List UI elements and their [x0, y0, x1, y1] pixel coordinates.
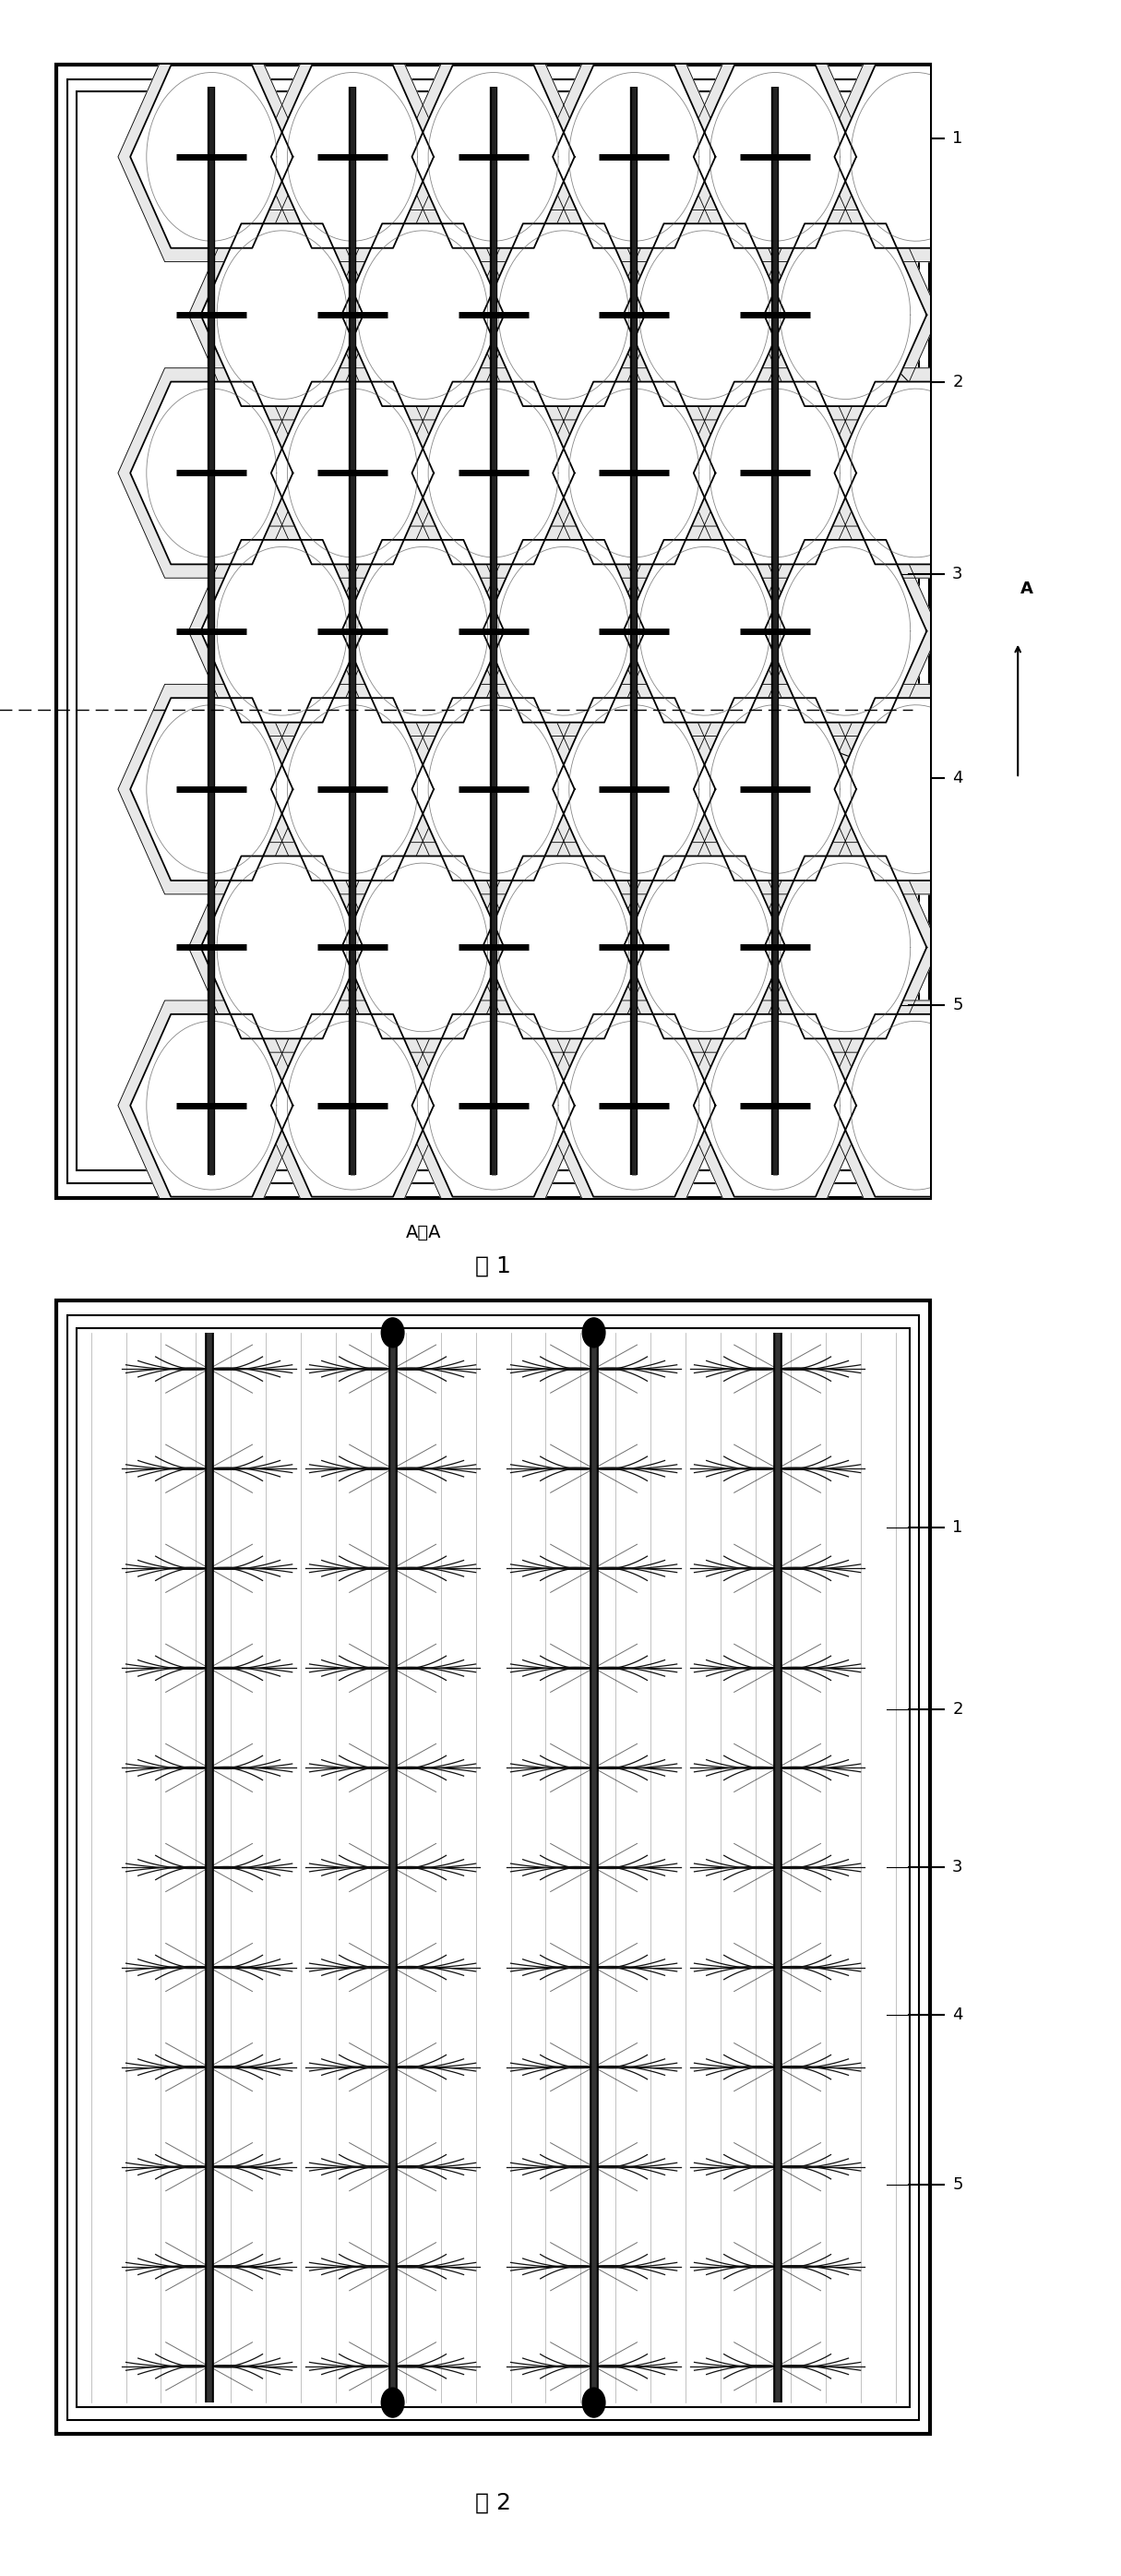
Polygon shape — [752, 842, 939, 1054]
Text: 5: 5 — [952, 2177, 963, 2192]
Polygon shape — [553, 1015, 715, 1198]
Polygon shape — [188, 842, 376, 1054]
Polygon shape — [400, 368, 586, 577]
Polygon shape — [834, 1015, 997, 1198]
Text: A: A — [1020, 580, 1034, 598]
Text: 2: 2 — [952, 1700, 963, 1718]
Polygon shape — [752, 209, 939, 420]
Polygon shape — [553, 698, 715, 881]
Polygon shape — [540, 52, 728, 263]
Circle shape — [583, 1319, 605, 1347]
Polygon shape — [330, 209, 517, 420]
Polygon shape — [259, 999, 446, 1211]
Polygon shape — [553, 64, 715, 247]
Polygon shape — [400, 999, 586, 1211]
Polygon shape — [765, 541, 927, 721]
Polygon shape — [694, 381, 856, 564]
Polygon shape — [259, 52, 446, 263]
Polygon shape — [411, 698, 575, 881]
Polygon shape — [470, 209, 657, 420]
Polygon shape — [342, 855, 504, 1038]
Polygon shape — [201, 224, 363, 407]
Polygon shape — [553, 381, 715, 564]
Polygon shape — [400, 52, 586, 263]
Polygon shape — [118, 368, 305, 577]
Polygon shape — [611, 526, 798, 737]
Text: 5: 5 — [952, 997, 963, 1012]
Polygon shape — [834, 64, 997, 247]
Polygon shape — [411, 64, 575, 247]
Polygon shape — [271, 64, 434, 247]
Circle shape — [583, 2388, 605, 2416]
Polygon shape — [765, 855, 927, 1038]
Text: A－A: A－A — [406, 1224, 441, 1242]
Polygon shape — [118, 685, 305, 894]
Polygon shape — [130, 64, 293, 247]
Polygon shape — [330, 526, 517, 737]
Polygon shape — [611, 209, 798, 420]
Polygon shape — [330, 842, 517, 1054]
Circle shape — [381, 2388, 404, 2416]
Circle shape — [381, 1319, 404, 1347]
Polygon shape — [823, 685, 1009, 894]
Polygon shape — [682, 999, 869, 1211]
Text: 3: 3 — [952, 567, 963, 582]
Polygon shape — [482, 224, 645, 407]
Text: 4: 4 — [952, 770, 963, 786]
Polygon shape — [470, 526, 657, 737]
Polygon shape — [130, 698, 293, 881]
Polygon shape — [823, 368, 1009, 577]
Polygon shape — [411, 381, 575, 564]
Polygon shape — [470, 842, 657, 1054]
Polygon shape — [259, 685, 446, 894]
Polygon shape — [682, 52, 869, 263]
Polygon shape — [271, 381, 434, 564]
Text: 2: 2 — [952, 374, 963, 389]
Text: 图 1: 图 1 — [475, 1255, 511, 1278]
Text: 1: 1 — [952, 129, 963, 147]
Polygon shape — [540, 368, 728, 577]
Polygon shape — [540, 685, 728, 894]
Polygon shape — [130, 381, 293, 564]
Polygon shape — [188, 526, 376, 737]
Polygon shape — [342, 224, 504, 407]
Polygon shape — [271, 698, 434, 881]
Polygon shape — [834, 698, 997, 881]
Polygon shape — [400, 685, 586, 894]
Polygon shape — [118, 999, 305, 1211]
Polygon shape — [130, 1015, 293, 1198]
Polygon shape — [201, 541, 363, 721]
Polygon shape — [271, 1015, 434, 1198]
Polygon shape — [201, 855, 363, 1038]
Polygon shape — [682, 685, 869, 894]
Polygon shape — [342, 541, 504, 721]
Polygon shape — [682, 368, 869, 577]
Polygon shape — [834, 381, 997, 564]
Polygon shape — [694, 1015, 856, 1198]
Polygon shape — [482, 855, 645, 1038]
Text: 4: 4 — [952, 2007, 963, 2022]
Polygon shape — [752, 526, 939, 737]
Polygon shape — [540, 999, 728, 1211]
Polygon shape — [623, 541, 786, 721]
Polygon shape — [188, 209, 376, 420]
Polygon shape — [694, 698, 856, 881]
Polygon shape — [623, 855, 786, 1038]
Polygon shape — [411, 1015, 575, 1198]
Text: 1: 1 — [952, 1520, 963, 1535]
Text: 3: 3 — [952, 1860, 963, 1875]
Polygon shape — [823, 52, 1009, 263]
Polygon shape — [823, 999, 1009, 1211]
Polygon shape — [611, 842, 798, 1054]
Polygon shape — [694, 64, 856, 247]
Polygon shape — [259, 368, 446, 577]
Polygon shape — [482, 541, 645, 721]
Polygon shape — [118, 52, 305, 263]
Polygon shape — [765, 224, 927, 407]
Text: 图 2: 图 2 — [475, 2491, 511, 2514]
Polygon shape — [623, 224, 786, 407]
